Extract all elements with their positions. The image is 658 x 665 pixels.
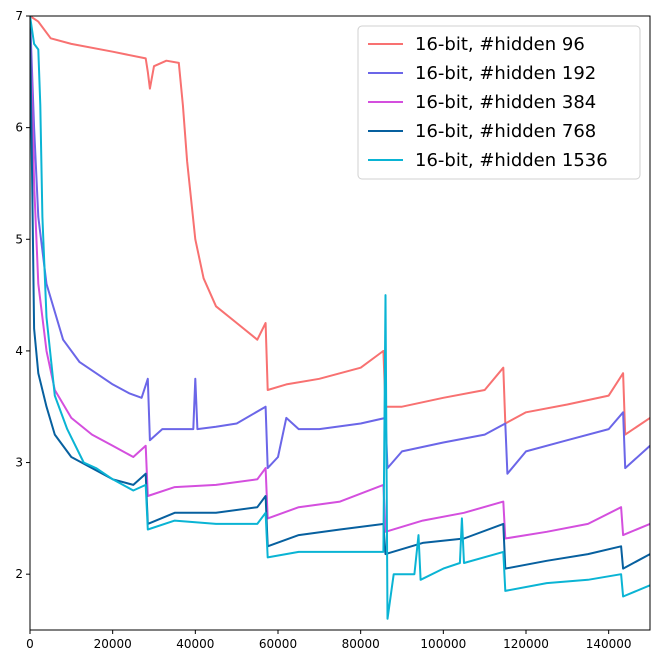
series-line-5 <box>30 16 650 620</box>
x-tick-label: 40000 <box>176 637 214 651</box>
series-line-2 <box>30 16 650 475</box>
x-tick-label: 100000 <box>420 637 466 651</box>
y-tick-label: 6 <box>15 121 23 135</box>
legend-box <box>357 25 641 180</box>
x-tick-label: 80000 <box>342 637 380 651</box>
series-layer <box>30 16 650 620</box>
x-tick-label: 20000 <box>94 637 132 651</box>
legend-label: 16-bit, #hidden 1536 <box>415 150 608 171</box>
x-tick-label: 140000 <box>586 637 632 651</box>
x-tick-label: 60000 <box>259 637 297 651</box>
series-line-3 <box>30 16 650 540</box>
legend-label: 16-bit, #hidden 384 <box>415 92 596 113</box>
y-axis: 2 3 4 5 6 7 <box>15 9 30 581</box>
y-tick-label: 5 <box>15 232 23 246</box>
y-tick-label: 3 <box>15 456 23 470</box>
y-tick-label: 2 <box>15 567 23 581</box>
legend: 16-bit, #hidden 96 16-bit, #hidden 192 16-… <box>357 25 641 180</box>
y-tick-label: 7 <box>15 9 23 23</box>
y-tick-label: 4 <box>15 344 23 358</box>
legend-label: 16-bit, #hidden 96 <box>415 34 585 55</box>
x-tick-label: 0 <box>26 637 34 651</box>
x-axis: 0 20000 40000 60000 80000 100000 120000 140000 <box>26 630 632 651</box>
legend-label: 16-bit, #hidden 192 <box>415 63 596 84</box>
series-line-4 <box>30 16 650 570</box>
legend-label: 16-bit, #hidden 768 <box>415 121 596 142</box>
series-line-1 <box>30 16 650 436</box>
axes-frame <box>29 15 651 631</box>
x-tick-label: 120000 <box>503 637 549 651</box>
